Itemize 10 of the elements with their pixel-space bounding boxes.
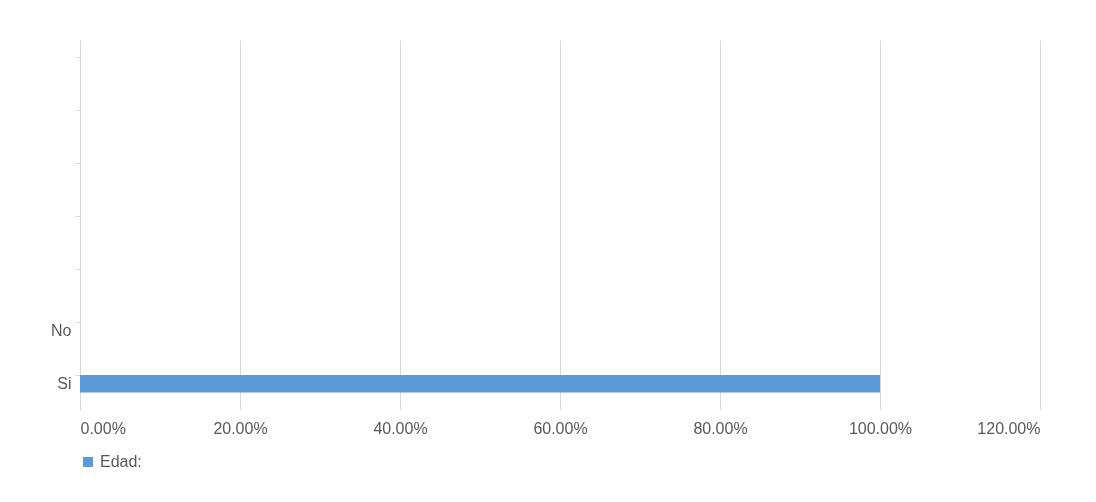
y-tick-label: Si — [57, 374, 72, 392]
legend-label: Edad: — [100, 453, 142, 470]
x-tick-label: 60.00% — [533, 419, 588, 437]
y-tick-label: No — [51, 321, 72, 339]
x-tick-label: 0.00% — [80, 419, 126, 437]
x-tick-label: 40.00% — [373, 419, 428, 437]
x-tick-label: 80.00% — [693, 419, 748, 437]
x-tick-label: 120.00% — [977, 419, 1041, 437]
x-tick-label: 100.00% — [848, 419, 913, 437]
x-tick-label: 20.00% — [213, 419, 268, 437]
